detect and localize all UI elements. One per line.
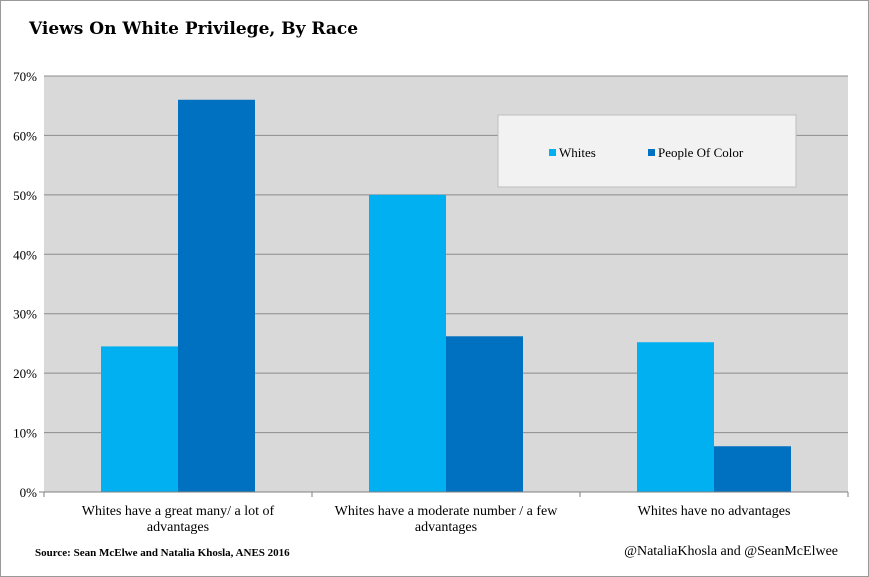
chart-title: Views On White Privilege, By Race (29, 19, 359, 39)
x-category-label: Whites have a great many/ a lot of advant… (82, 504, 275, 535)
bar-whites (637, 342, 714, 492)
bar-whites (369, 194, 446, 492)
y-tick-label: 50% (13, 188, 37, 203)
legend: Whites People Of Color (497, 114, 797, 188)
y-tick-label: 60% (13, 128, 37, 143)
y-tick-label: 10% (13, 426, 37, 441)
y-axis-tick-labels: 0% 10% 20% 30% 40% 50% 60% 70% (13, 69, 37, 500)
source-note: Source: Sean McElwe and Natalia Khosla, … (35, 547, 290, 559)
x-axis-category-labels: Whites have a great many/ a lot of advant… (82, 504, 791, 535)
credit-note: @NataliaKhosla and @SeanMcElwee (624, 544, 838, 559)
legend-swatch-whites (549, 149, 556, 156)
bar-whites (101, 346, 178, 492)
bar-people-of-color (714, 446, 791, 492)
y-tick-label: 30% (13, 307, 37, 322)
x-category-label: Whites have a moderate number / a few adv… (335, 504, 559, 535)
x-axis (39, 491, 849, 497)
y-tick-label: 40% (13, 247, 37, 262)
legend-label-people-of-color: People Of Color (658, 145, 744, 160)
bar-people-of-color (178, 99, 255, 493)
bar-people-of-color (446, 336, 523, 492)
y-tick-label: 70% (13, 69, 37, 84)
x-category-label: Whites have no advantages (638, 504, 791, 519)
bars (101, 99, 791, 493)
legend-label-whites: Whites (559, 145, 596, 160)
legend-box (497, 114, 797, 188)
legend-swatch-people-of-color (648, 149, 655, 156)
y-tick-label: 0% (20, 485, 38, 500)
y-tick-label: 20% (13, 366, 37, 381)
